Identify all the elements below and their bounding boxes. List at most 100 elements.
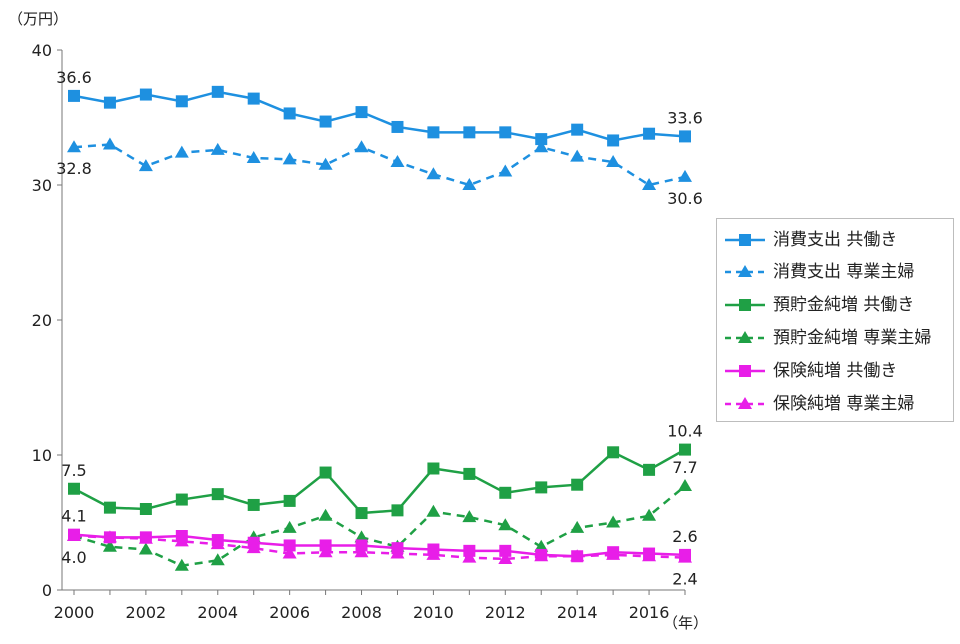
data-point — [103, 96, 116, 109]
data-point — [570, 149, 585, 162]
data-point — [246, 151, 261, 163]
y-unit-label: （万円） — [8, 10, 68, 28]
data-point — [318, 508, 333, 521]
data-point — [139, 88, 152, 101]
legend-item: 消費支出 共働き — [717, 225, 955, 255]
data-point — [679, 130, 691, 143]
data-point — [570, 520, 585, 533]
data-point — [318, 545, 333, 558]
data-point — [174, 145, 189, 158]
data-point — [642, 178, 657, 190]
data-point — [426, 167, 441, 180]
x-tick-label: 2000 — [54, 603, 95, 622]
x-tick-label: 2012 — [485, 603, 526, 622]
data-point — [174, 534, 189, 547]
data-label: 32.8 — [56, 159, 92, 178]
data-point — [247, 92, 260, 105]
legend-swatch — [725, 265, 765, 277]
data-label: 7.5 — [61, 461, 86, 480]
data-point — [427, 126, 440, 139]
legend-swatch — [725, 397, 765, 409]
data-point — [498, 164, 513, 177]
legend-label: 預貯金純増 共働き — [773, 295, 915, 315]
data-point — [246, 541, 261, 554]
series-layer — [67, 85, 692, 571]
series-line — [73, 534, 686, 561]
series-group — [67, 479, 692, 571]
data-point — [535, 133, 548, 146]
legend: 消費支出 共働き 消費支出 専業主婦 預貯金純増 共働き 預貯金純増 専業主婦 … — [716, 218, 954, 422]
y-tick-label: 20 — [32, 311, 52, 330]
data-point — [319, 466, 332, 479]
data-point — [534, 140, 549, 153]
data-label: 7.7 — [672, 458, 697, 477]
legend-label: 預貯金純増 専業主婦 — [773, 328, 932, 348]
data-point — [390, 546, 405, 559]
series-group — [68, 85, 691, 147]
data-label: 2.4 — [672, 570, 697, 589]
data-label: 4.1 — [61, 507, 86, 526]
axes: 0 10 20 30 40 2000 2002 2004 2006 2008 2010 2012 201… — [8, 10, 708, 632]
data-point — [739, 234, 751, 246]
data-point — [534, 549, 549, 562]
data-point — [102, 539, 117, 552]
y-tick-label: 0 — [42, 581, 52, 600]
data-point — [283, 107, 296, 120]
data-point — [391, 120, 404, 133]
data-point — [282, 520, 297, 533]
data-point — [463, 467, 476, 480]
data-point — [738, 265, 752, 277]
x-tick-label: 2002 — [126, 603, 167, 622]
data-point — [499, 544, 512, 557]
data-point — [606, 547, 621, 560]
data-point — [462, 178, 477, 190]
data-point — [354, 140, 369, 153]
x-tick-label: 2004 — [197, 603, 238, 622]
x-tick-label: 2008 — [341, 603, 382, 622]
data-point — [282, 546, 297, 559]
data-point — [318, 157, 333, 170]
data-point — [68, 482, 80, 495]
legend-item: 保険純増 専業主婦 — [717, 389, 955, 419]
data-point — [571, 478, 584, 491]
data-point — [739, 365, 751, 377]
data-point — [174, 558, 189, 571]
data-point — [426, 547, 441, 560]
data-point — [643, 463, 656, 476]
data-point — [535, 481, 548, 494]
legend-item: 預貯金純増 専業主婦 — [717, 323, 955, 353]
data-point — [642, 508, 657, 521]
data-point — [354, 530, 369, 543]
series-line — [73, 485, 686, 567]
x-tick-label: 2014 — [557, 603, 598, 622]
data-point — [102, 137, 117, 150]
legend-swatch — [725, 234, 765, 246]
annotations-layer: 36.6 32.8 33.6 30.6 7.5 4.1 4.0 10.4 7.7 2.6 2.4 — [56, 68, 703, 589]
data-point — [175, 95, 188, 108]
data-point — [738, 397, 752, 409]
data-point — [67, 529, 81, 541]
data-point — [571, 123, 584, 136]
data-point — [607, 134, 620, 147]
y-tick-label: 30 — [32, 176, 52, 195]
data-label: 36.6 — [56, 68, 92, 87]
legend-swatch — [725, 299, 765, 311]
data-point — [319, 115, 332, 128]
data-point — [355, 507, 368, 520]
data-point — [606, 515, 621, 528]
legend-swatch — [725, 365, 765, 377]
data-label: 2.6 — [672, 527, 697, 546]
series-line — [73, 143, 686, 187]
legend-label: 保険純増 共働き — [773, 361, 898, 381]
data-point — [211, 488, 224, 501]
data-label: 4.0 — [61, 548, 86, 567]
data-point — [283, 494, 296, 507]
series-group — [68, 443, 691, 520]
data-point — [139, 503, 152, 515]
data-point — [462, 510, 477, 523]
data-point — [103, 501, 116, 514]
data-point — [138, 531, 153, 544]
data-point — [210, 537, 225, 550]
data-point — [463, 126, 476, 139]
